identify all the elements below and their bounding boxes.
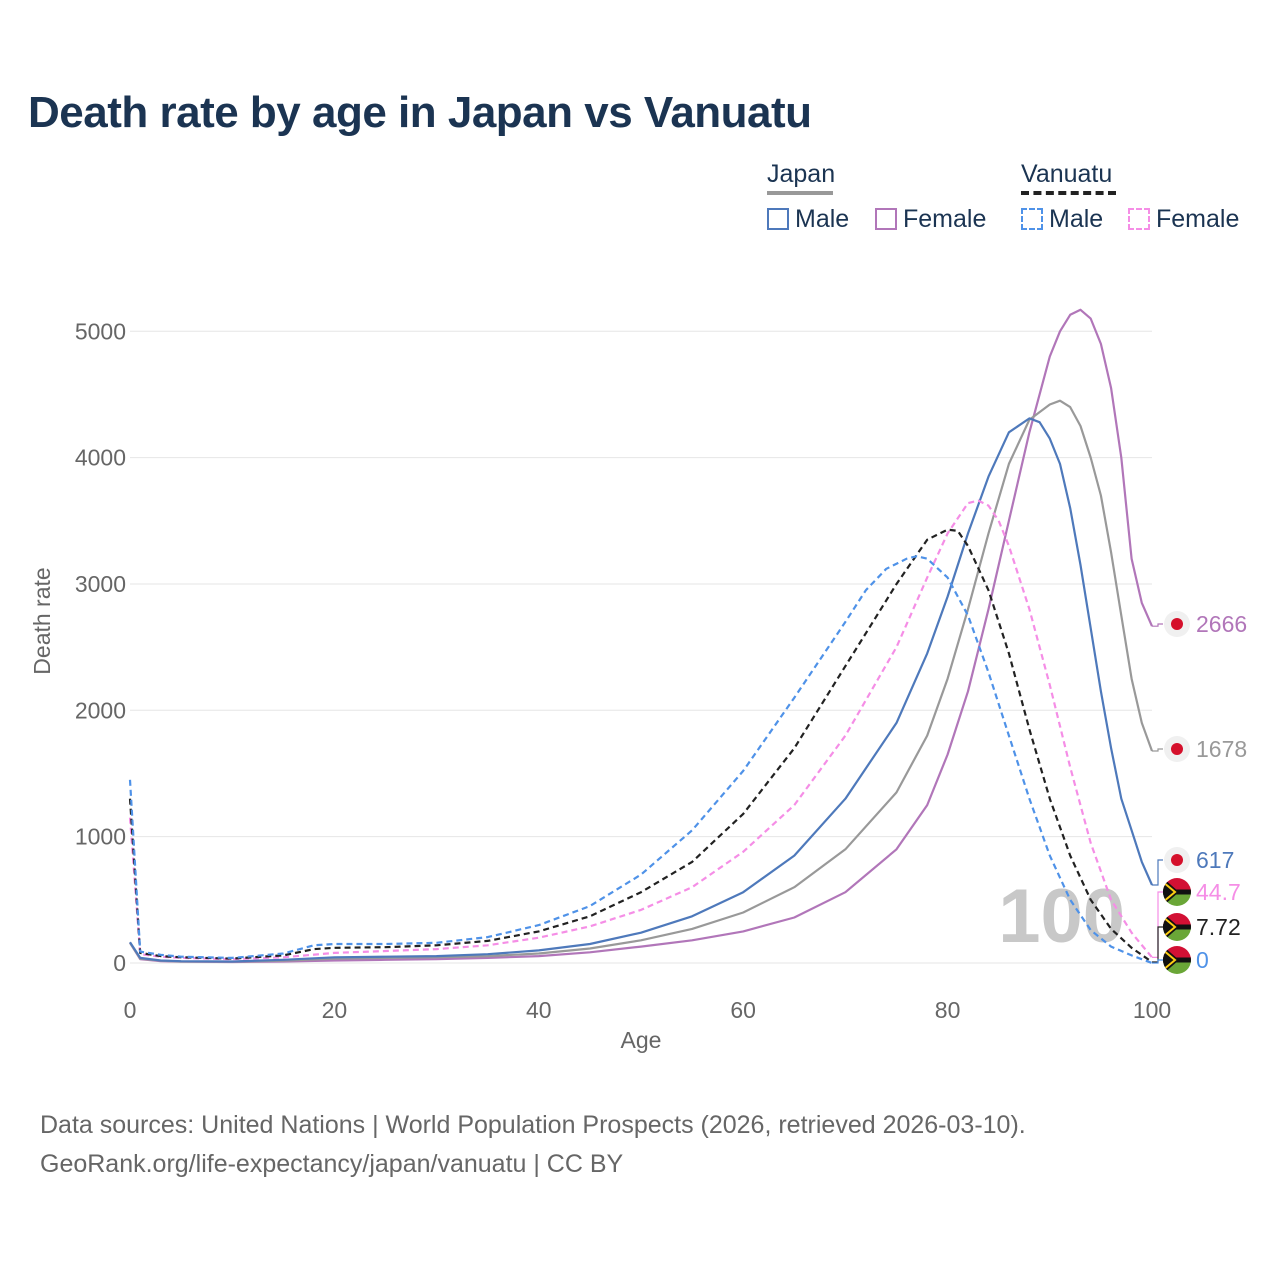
x-tick-label: 20 [322, 997, 348, 1023]
legend: Japan Male Female Vanuatu Male Female [0, 160, 1280, 250]
y-tick-label: 2000 [75, 697, 126, 723]
flag-chevron [1163, 916, 1177, 938]
source-note: Data sources: United Nations | World Pop… [40, 1106, 1026, 1184]
end-value-label: 617 [1196, 847, 1234, 873]
end-value-label: 7.72 [1196, 914, 1241, 940]
legend-item-japan-male[interactable]: Male [767, 204, 849, 234]
y-tick-label: 5000 [75, 318, 126, 344]
legend-group-underline [1021, 191, 1116, 195]
flag-body [1163, 878, 1191, 906]
end-value-label: 0 [1196, 947, 1209, 973]
flag-body [1163, 946, 1191, 974]
source-link[interactable]: GeoRank.org/life-expectancy/japan/vanuat… [40, 1150, 624, 1178]
leader-line [1152, 748, 1163, 752]
series-line-japan-female [129, 308, 1154, 964]
legend-group-underline [767, 191, 833, 195]
flag-sun [1171, 743, 1183, 755]
series-line-japan-total [129, 399, 1154, 963]
grid-layer [130, 330, 1152, 964]
legend-item-label: Female [1156, 204, 1240, 233]
chart-title: Death rate by age in Japan vs Vanuatu [28, 88, 812, 137]
x-tick-label: 0 [124, 997, 137, 1023]
y-tick-label: 4000 [75, 445, 126, 471]
legend-item-label: Female [903, 204, 987, 233]
leader-line [1152, 926, 1163, 963]
line-chart: 0 1000 2000 3000 4000 5000 0 20 40 60 80 100 100 26… [29, 308, 1247, 1053]
legend-item-label: Male [795, 204, 850, 233]
end-value-label: 1678 [1196, 736, 1247, 762]
x-tick-label: 100 [1133, 997, 1171, 1023]
japan-flag-icon [1164, 736, 1190, 762]
y-tick-label: 0 [113, 950, 126, 976]
x-tick-label: 80 [935, 997, 961, 1023]
legend-swatch [767, 208, 789, 230]
end-label-layer: 2666 1678 617 44.7 7.72 0 [1152, 611, 1247, 974]
japan-flag-icon [1164, 847, 1190, 873]
leader-line [1152, 891, 1163, 958]
leader-line [1152, 623, 1163, 627]
x-tick-label: 60 [730, 997, 756, 1023]
watermark-year: 100 [998, 874, 1125, 959]
series-line-japan-male [129, 417, 1154, 963]
x-tick-label: 40 [526, 997, 552, 1023]
legend-swatch [875, 208, 897, 230]
vanuatu-flag-icon [1163, 913, 1191, 941]
x-axis-label: Age [621, 1027, 662, 1053]
japan-flag-icon [1164, 611, 1190, 637]
legend-item-japan-female[interactable]: Female [875, 204, 986, 234]
legend-item-vanuatu-female[interactable]: Female [1128, 204, 1239, 234]
axis-layer: 0 1000 2000 3000 4000 5000 0 20 40 60 80 100 [75, 318, 1171, 1023]
y-tick-label: 3000 [75, 571, 126, 597]
y-axis-label: Death rate [29, 567, 55, 674]
flag-body [1163, 913, 1191, 941]
series-line-vanuatu-female [128, 499, 1153, 961]
vanuatu-flag-icon [1163, 878, 1191, 906]
leader-line [1152, 859, 1163, 886]
series-line-vanuatu-male [128, 555, 1153, 965]
legend-group-title: Japan [767, 160, 836, 188]
leader-line [1152, 959, 1163, 964]
vanuatu-flag-icon [1163, 946, 1191, 974]
source-line: Data sources: United Nations | World Pop… [40, 1111, 1026, 1139]
legend-item-label: Male [1049, 204, 1104, 233]
y-tick-label: 1000 [75, 824, 126, 850]
flag-chevron [1163, 881, 1177, 903]
series-line-vanuatu-total [128, 528, 1153, 963]
flag-sun [1171, 854, 1183, 866]
legend-group-title: Vanuatu [1021, 160, 1113, 188]
legend-item-vanuatu-male[interactable]: Male [1021, 204, 1103, 234]
flag-sun [1171, 618, 1183, 630]
legend-swatch [1128, 208, 1150, 230]
end-value-label: 44.7 [1196, 879, 1241, 905]
end-value-label: 2666 [1196, 611, 1247, 637]
legend-swatch [1021, 208, 1043, 230]
flag-chevron [1163, 949, 1177, 971]
series-layer [128, 308, 1154, 965]
